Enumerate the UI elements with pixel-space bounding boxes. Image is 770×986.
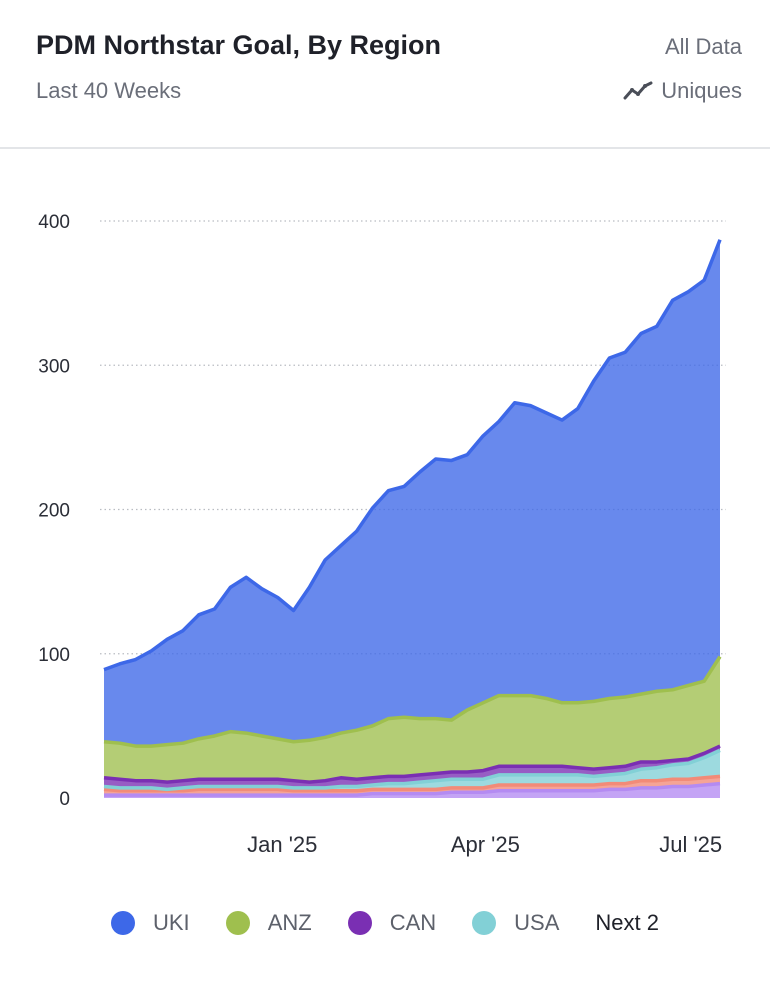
legend-swatch — [225, 911, 250, 935]
scope-selector[interactable]: All Data — [664, 34, 742, 59]
y-tick-label: 400 — [38, 212, 70, 233]
legend-item-uki[interactable]: UKI — [111, 910, 190, 936]
metric-selector[interactable]: Uniques — [623, 78, 742, 104]
x-tick-label: Apr '25 — [451, 832, 520, 857]
legend-label: UKI — [153, 910, 190, 935]
legend-label: ANZ — [267, 910, 312, 935]
legend-next-page-button[interactable]: Next 2 — [595, 910, 659, 935]
area-can[interactable] — [104, 746, 720, 790]
legend-swatch — [472, 911, 497, 935]
stacked-area-chart: 0 100 200 300 400 Jan '25 Apr '25 Jul '25 — [38, 212, 726, 857]
y-tick-label: 300 — [38, 356, 70, 377]
y-tick-label: 100 — [38, 645, 70, 666]
line-anz — [103, 655, 722, 748]
y-tick-label: 200 — [38, 501, 70, 522]
x-axis: Jan '25 Apr '25 Jul '25 — [247, 832, 722, 857]
line-usa — [103, 748, 721, 792]
x-tick-label: Jul '25 — [659, 832, 722, 857]
metric-label: Uniques — [661, 78, 742, 103]
area-uki[interactable] — [104, 239, 720, 747]
chart-legend: UKI ANZ CAN USA Next 2 — [0, 898, 770, 948]
area-series — [104, 239, 720, 798]
line-chart-icon — [623, 81, 653, 101]
area-other-2[interactable] — [104, 783, 720, 798]
legend-swatch — [347, 911, 372, 935]
x-tick-label: Jan '25 — [247, 832, 317, 857]
legend-item-can[interactable]: CAN — [347, 910, 437, 936]
date-range-label[interactable]: Last 40 Weeks — [36, 78, 182, 103]
line-uki — [103, 239, 722, 672]
line-other-2 — [104, 781, 721, 797]
series-lines — [103, 239, 722, 797]
chart-title: PDM Northstar Goal, By Region — [36, 30, 442, 60]
legend-item-usa[interactable]: USA — [472, 910, 559, 936]
legend-label: USA — [514, 910, 560, 935]
y-tick-label: 0 — [59, 789, 70, 810]
line-other-1 — [103, 774, 721, 793]
line-can — [103, 744, 721, 784]
area-usa[interactable] — [104, 750, 720, 791]
legend-label: CAN — [389, 910, 437, 935]
chart-header: PDM Northstar Goal, By Region Last 40 We… — [0, 0, 770, 149]
legend-item-anz[interactable]: ANZ — [225, 910, 312, 936]
legend-swatch — [111, 911, 135, 935]
y-axis: 0 100 200 300 400 — [38, 212, 70, 810]
